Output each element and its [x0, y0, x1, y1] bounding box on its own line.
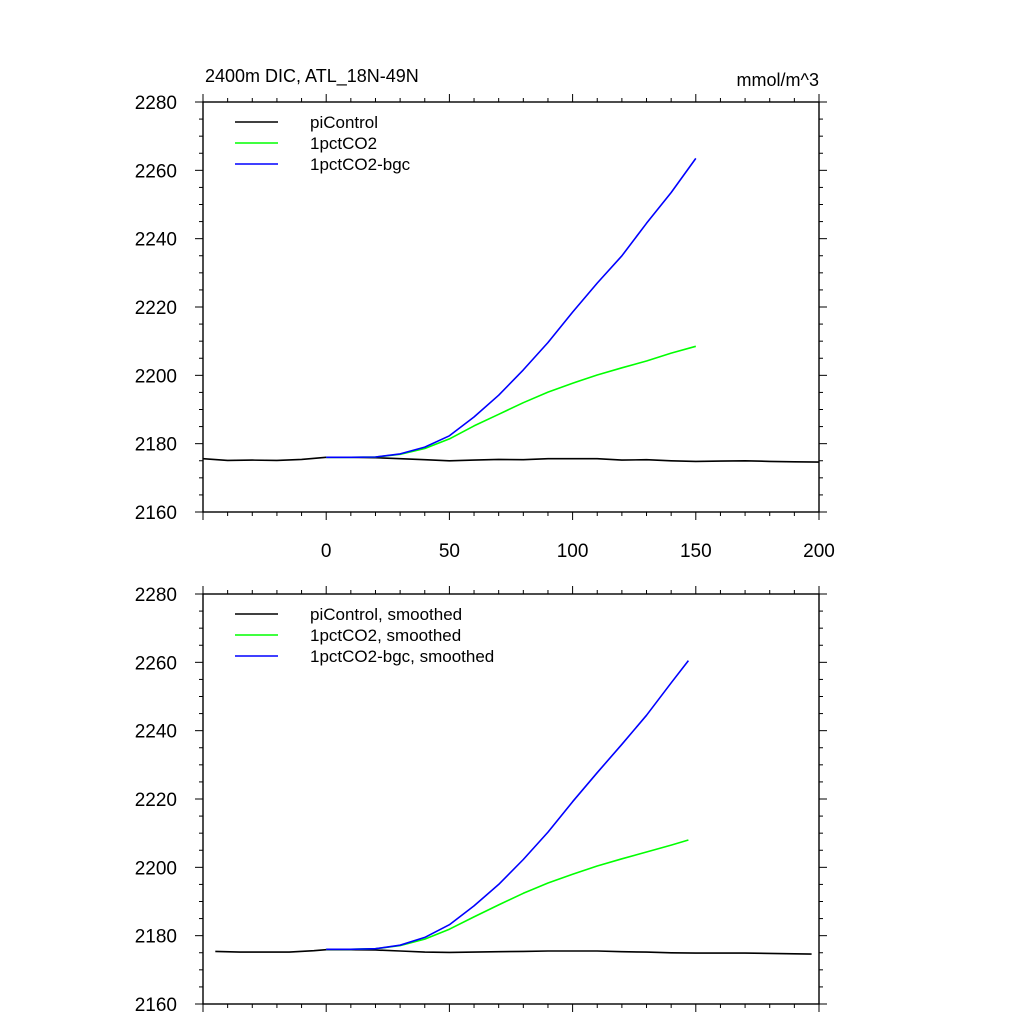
legend-top: piControl 1pctCO2 1pctCO2-bgc: [235, 113, 411, 174]
series-line-picontrol-smoothed: [215, 948, 812, 955]
legend-bottom: piControl, smoothed 1pctCO2, smoothed 1pct…: [235, 605, 494, 666]
x-tick-labels-top: 0 50 100 150 200: [321, 541, 835, 562]
tick-marks-top: [195, 94, 827, 520]
x-tick-label: 0: [321, 541, 332, 562]
x-tick-label: 200: [803, 541, 835, 562]
series-line-1pctco2: [326, 345, 697, 459]
y-tick-label: 2180: [135, 927, 177, 948]
series-line-1pctco2-smoothed: [326, 839, 689, 951]
series-lines-top: [202, 157, 820, 463]
y-tick-label: 2200: [135, 858, 177, 879]
y-tick-label: 2280: [135, 585, 177, 606]
bottom-panel: 2160 2180 2200 2220 2240 2260 2280 piControl, …: [135, 585, 827, 1016]
y-tick-label: 2160: [135, 503, 177, 524]
x-tick-label: 100: [557, 541, 589, 562]
y-tick-label: 2160: [135, 995, 177, 1016]
plot-frame-bottom: [202, 593, 820, 1005]
y-tick-label: 2200: [135, 366, 177, 387]
y-tick-label: 2220: [135, 790, 177, 811]
chart-title: 2400m DIC, ATL_18N-49N: [205, 66, 419, 87]
y-tick-label: 2240: [135, 722, 177, 743]
y-tick-labels-top: 2160 2180 2200 2220 2240 2260 2280: [135, 93, 177, 524]
units-label: mmol/m^3: [737, 70, 819, 90]
series-line-1pctco2-bgc: [326, 157, 697, 459]
y-tick-labels-bottom: 2160 2180 2200 2220 2240 2260 2280: [135, 585, 177, 1016]
series-lines-bottom: [215, 660, 812, 955]
legend-label: 1pctCO2: [310, 134, 377, 153]
legend-label: piControl: [310, 113, 378, 132]
y-tick-label: 2260: [135, 653, 177, 674]
y-tick-label: 2240: [135, 230, 177, 251]
series-line-picontrol: [202, 456, 820, 463]
x-tick-label: 50: [439, 541, 460, 562]
y-tick-label: 2280: [135, 93, 177, 114]
legend-label: 1pctCO2-bgc: [310, 155, 411, 174]
legend-label: 1pctCO2-bgc, smoothed: [310, 647, 494, 666]
y-tick-label: 2260: [135, 161, 177, 182]
series-line-1pctco2-bgc-smoothed: [326, 660, 690, 951]
y-tick-label: 2220: [135, 298, 177, 319]
legend-label: 1pctCO2, smoothed: [310, 626, 461, 645]
tick-marks-bottom: [195, 586, 827, 1012]
legend-label: piControl, smoothed: [310, 605, 462, 624]
top-panel: 2400m DIC, ATL_18N-49N mmol/m^3 2160 2180…: [135, 66, 835, 562]
x-tick-label: 150: [680, 541, 712, 562]
y-tick-label: 2180: [135, 435, 177, 456]
plot-frame-top: [202, 101, 820, 513]
